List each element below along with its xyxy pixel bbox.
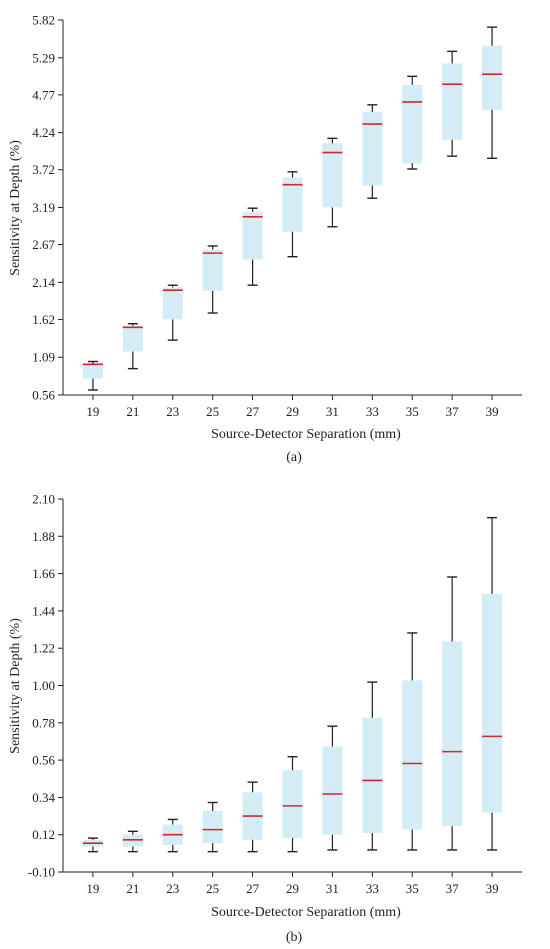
- box-a-33: [362, 104, 383, 199]
- x-tick-label-a: 21: [126, 404, 139, 419]
- box-a-21: [122, 323, 143, 370]
- box-a-19: [82, 360, 103, 391]
- iqr-box: [442, 63, 463, 140]
- iqr-box: [82, 363, 103, 379]
- y-tick-label-a: 3.19: [32, 200, 55, 215]
- x-axis-title-a: Source-Detector Separation (mm): [211, 427, 401, 442]
- iqr-box: [362, 111, 383, 186]
- box-a-29: [282, 171, 303, 258]
- iqr-box: [122, 834, 143, 847]
- x-tick-label-b: 25: [206, 881, 219, 896]
- iqr-box: [362, 717, 383, 834]
- iqr-box: [482, 593, 503, 813]
- x-tick-label-a: 29: [286, 404, 299, 419]
- iqr-box: [282, 770, 303, 839]
- box-b-27: [242, 781, 263, 853]
- box-a-31: [322, 137, 343, 228]
- box-a-35: [402, 75, 423, 170]
- box-b-23: [162, 818, 183, 853]
- y-tick-label-a: 5.82: [32, 13, 55, 28]
- y-tick-label-a: 0.56: [32, 388, 55, 403]
- y-axis-title-b: Sensitivity at Depth (%): [8, 618, 23, 754]
- box-b-31: [322, 725, 343, 851]
- iqr-box: [442, 641, 463, 827]
- x-tick-label-b: 37: [446, 881, 460, 896]
- iqr-box: [322, 746, 343, 835]
- iqr-box: [482, 45, 503, 110]
- y-tick-label-b: 1.44: [32, 603, 55, 618]
- iqr-box: [122, 325, 143, 352]
- y-tick-label-b: 2.10: [32, 492, 55, 507]
- x-tick-label-a: 25: [206, 404, 219, 419]
- box-a-39: [482, 26, 503, 160]
- iqr-box: [282, 177, 303, 232]
- box-b-25: [202, 801, 223, 853]
- x-tick-label-a: 19: [86, 404, 99, 419]
- y-tick-label-b: 0.78: [32, 715, 55, 730]
- box-b-19: [82, 837, 103, 853]
- y-tick-label-b: -0.10: [28, 865, 55, 880]
- x-tick-label-b: 39: [486, 881, 499, 896]
- box-b-33: [362, 681, 383, 851]
- x-tick-label-a: 23: [166, 404, 179, 419]
- iqr-box: [402, 84, 423, 164]
- y-tick-label-a: 4.77: [32, 87, 55, 102]
- y-tick-label-b: 0.56: [32, 753, 55, 768]
- box-b-21: [122, 830, 143, 853]
- chart-panel-a: (a) Source-Detector Separation (mm) Sens…: [8, 13, 522, 465]
- box-a-23: [162, 284, 183, 341]
- y-tick-label-b: 1.00: [32, 678, 55, 693]
- y-tick-label-a: 2.14: [32, 275, 55, 290]
- x-tick-label-b: 33: [366, 881, 379, 896]
- y-axis-title-a: Sensitivity at Depth (%): [8, 140, 23, 276]
- iqr-box: [322, 143, 343, 208]
- chart-panel-b: (b) Source-Detector Separation (mm) Sens…: [8, 492, 522, 945]
- box-a-27: [242, 207, 263, 286]
- box-b-35: [402, 632, 423, 851]
- x-tick-label-a: 33: [366, 404, 379, 419]
- y-tick-label-b: 0.12: [32, 827, 55, 842]
- x-tick-label-a: 39: [486, 404, 499, 419]
- y-tick-label-a: 4.24: [32, 125, 55, 140]
- iqr-box: [242, 211, 263, 260]
- x-tick-label-b: 29: [286, 881, 299, 896]
- x-tick-label-b: 23: [166, 881, 179, 896]
- y-tick-label-b: 1.66: [32, 566, 55, 581]
- x-tick-label-b: 21: [126, 881, 139, 896]
- iqr-box: [202, 810, 223, 844]
- iqr-box: [402, 680, 423, 830]
- box-b-29: [282, 756, 303, 853]
- caption-a: (a): [286, 450, 302, 465]
- caption-b: (b): [286, 930, 303, 945]
- x-tick-label-b: 27: [246, 881, 260, 896]
- y-tick-label-b: 0.34: [32, 790, 55, 805]
- y-tick-label-a: 2.67: [32, 237, 55, 252]
- iqr-box: [202, 249, 223, 291]
- y-tick-label-b: 1.22: [32, 641, 55, 656]
- x-tick-label-a: 27: [246, 404, 260, 419]
- box-a-25: [202, 245, 223, 314]
- x-tick-label-a: 31: [326, 404, 339, 419]
- box-b-37: [442, 576, 463, 851]
- box-a-37: [442, 50, 463, 157]
- x-axis-title-b: Source-Detector Separation (mm): [211, 905, 401, 920]
- x-tick-label-b: 19: [86, 881, 99, 896]
- y-tick-label-a: 5.29: [32, 50, 55, 65]
- x-tick-label-a: 35: [406, 404, 419, 419]
- x-tick-label-b: 35: [406, 881, 419, 896]
- box-b-39: [482, 516, 503, 851]
- y-tick-label-a: 1.62: [32, 312, 55, 327]
- iqr-box: [162, 287, 183, 320]
- y-tick-label-b: 1.88: [32, 529, 55, 544]
- y-tick-label-a: 1.09: [32, 350, 55, 365]
- x-tick-label-b: 31: [326, 881, 339, 896]
- y-tick-label-a: 3.72: [32, 162, 55, 177]
- x-tick-label-a: 37: [446, 404, 460, 419]
